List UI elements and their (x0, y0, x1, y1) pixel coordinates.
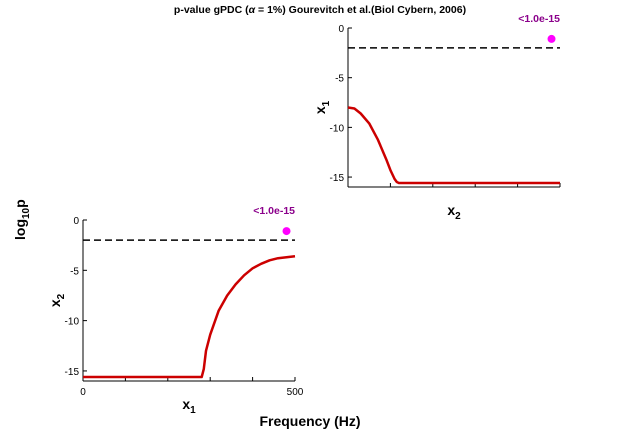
series-line (347, 106, 560, 185)
panel-ylabel: x2 (47, 293, 67, 307)
y-tick-label: 0 (73, 216, 79, 227)
panel-xlabel: x1 (182, 396, 196, 416)
y-tick-label: -15 (65, 367, 80, 378)
pvalue-annotation: <1.0e-15 (253, 205, 295, 217)
panel-ylabel: x1 (312, 100, 332, 114)
panel-x2-to-x1: 0 -5 -10 -15 <1.0e-15 x1 x2 (312, 13, 561, 222)
pvalue-annotation: <1.0e-15 (518, 13, 560, 25)
series-line (83, 254, 296, 379)
y-tick-label: -15 (330, 173, 345, 184)
x-tick-label: 500 (287, 387, 304, 398)
x-tick-label: 0 (80, 387, 86, 398)
y-tick-label: 0 (338, 24, 344, 35)
y-tick-label: -10 (65, 317, 80, 328)
y-tick-label: -10 (330, 123, 345, 134)
pvalue-marker (547, 34, 556, 43)
y-tick-label: -5 (335, 74, 344, 85)
figure-xlabel: Frequency (Hz) (259, 413, 360, 429)
figure-ylabel: log10p (12, 199, 32, 240)
pvalue-marker (282, 227, 291, 236)
figure-title: p-value gPDC (α = 1%) Gourevitch et al.(… (174, 4, 466, 16)
panel-xlabel: x2 (447, 202, 461, 222)
y-tick-label: -5 (70, 266, 79, 277)
